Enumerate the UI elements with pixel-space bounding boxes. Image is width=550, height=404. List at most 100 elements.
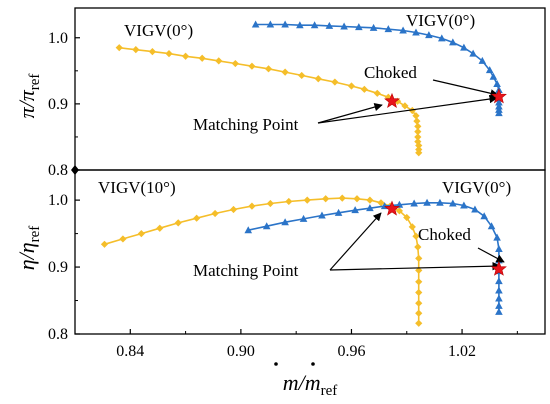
bottom-yellow-series-point [229,205,238,214]
x-tick-label: 1.02 [448,343,476,360]
top-blue-series-point [281,20,289,28]
bottom-blue-series-point [436,198,444,206]
top-yellow-series-point [132,46,140,54]
bottom-yellow-series-point [353,195,361,203]
bottom-left-vigv-label: VIGV(10°) [98,178,176,197]
x-ticks: 0.84 0.90 0.96 1.02 [116,329,518,360]
top-blue-series-point [399,26,407,34]
top-choked-label: Choked [364,63,417,82]
top-blue-series-point [310,21,319,29]
bottom-series-group [100,194,503,327]
top-yellow-series-point [165,50,173,58]
bottom-matching-star [491,260,507,276]
top-y-tick-label: 1.0 [48,30,68,47]
bottom-yellow-series-point [193,214,201,222]
x-axis-label-sub: ref [321,383,338,399]
top-y-ticks: 0.8 0.9 1.0 [48,30,80,179]
top-blue-series-point [493,80,501,88]
x-axis-label-dot-1 [274,362,278,366]
top-blue-series-point [266,20,275,28]
bottom-matching-star [384,200,400,216]
bottom-y-axis-label-sub: ref [27,226,43,243]
top-blue-series-point [296,21,304,29]
matching-point-stars [384,88,507,276]
top-yellow-series-point [415,141,423,150]
top-right-vigv-label: VIGV(0°) [406,11,475,30]
bottom-blue-series-point [410,199,418,207]
top-y-tick-label: 0.8 [48,162,68,179]
top-yellow-series-point [413,117,421,125]
top-matching-star [491,88,507,104]
top-blue-series-point [495,109,503,117]
top-blue-series-point [384,25,393,33]
top-blue-series-point [495,98,503,106]
top-yellow-series-point [384,93,392,101]
top-yellow-series-point [314,75,322,83]
top-y-axis-label-sub: ref [27,74,43,91]
top-blue-series-point [478,56,487,64]
bottom-y-tick-label: 1.0 [48,192,68,209]
bottom-blue-series-point [493,233,501,241]
top-yellow-series-point [415,149,423,157]
bottom-yellow-series-point [415,319,423,327]
bottom-yellow-series-point [408,223,416,231]
bottom-y-axis-label: η/ηref [14,226,43,271]
top-blue-series-point [489,72,498,80]
bottom-blue-series-point [281,218,289,226]
top-blue-series-point [325,21,334,29]
bottom-yellow-series-point [266,199,274,208]
bottom-yellow-series-point [322,195,330,203]
bottom-blue-series-point [366,204,374,212]
bottom-blue-series-point [334,208,343,216]
top-matching-label: Matching Point [193,115,299,134]
top-choked-arrow [432,79,499,98]
x-axis-label-dot-2 [311,362,315,366]
bottom-yellow-series-point [338,194,346,202]
x-tick-label: 0.90 [227,343,255,360]
top-blue-series-point [485,66,494,74]
bottom-blue-series-point [299,214,308,222]
bottom-arrows [329,212,505,271]
bottom-blue-series-point [495,244,503,252]
bottom-blue-series-point [495,301,503,309]
bottom-blue-series-point [487,222,496,230]
bottom-matching-arrow-1 [329,212,382,271]
top-blue-series-point [355,23,363,31]
bottom-matching-label: Matching Point [193,261,299,280]
top-blue-series-point [460,43,468,51]
bottom-panel-frame [74,169,546,335]
top-yellow-series-point [414,133,422,141]
top-blue-series-point [251,20,260,28]
bottom-yellow-series-point [156,224,164,232]
bottom-blue-series-point [351,206,359,214]
top-blue-series-point [449,38,457,46]
bottom-blue-series-point [262,222,271,230]
top-matching-arrow-1 [317,103,383,124]
top-yellow-series-point [181,52,190,60]
top-yellow-series-point [264,65,273,73]
bottom-yellow-series-point [119,235,127,243]
bottom-yellow-series-point [415,266,423,275]
bottom-y-axis-label-main: η/η [14,242,39,270]
top-yellow-series-point [198,54,206,62]
bottom-yellow-series-point [415,299,423,307]
top-matching-arrow-2 [317,94,498,124]
top-yellow-series-point [401,102,409,110]
top-yellow-series-point [360,85,368,93]
top-blue-series-point [437,34,446,42]
top-yellow-series-point [248,62,256,70]
bottom-blue-series-point [471,205,479,213]
bottom-yellow-series-point [211,209,219,218]
top-yellow-series-point [414,122,422,130]
top-yellow-series-point [331,78,339,86]
x-axis-label-main: m/m [283,370,321,395]
bottom-yellow-series-point [248,202,256,210]
bottom-blue-series-point [460,201,468,209]
bottom-yellow-series-point [403,213,411,222]
bottom-blue-series-point [423,198,431,206]
top-blue-series-point [412,28,420,36]
top-yellow-series-point [148,48,157,56]
top-blue-series-point [369,23,378,31]
bottom-yellow-series-point [100,240,109,248]
